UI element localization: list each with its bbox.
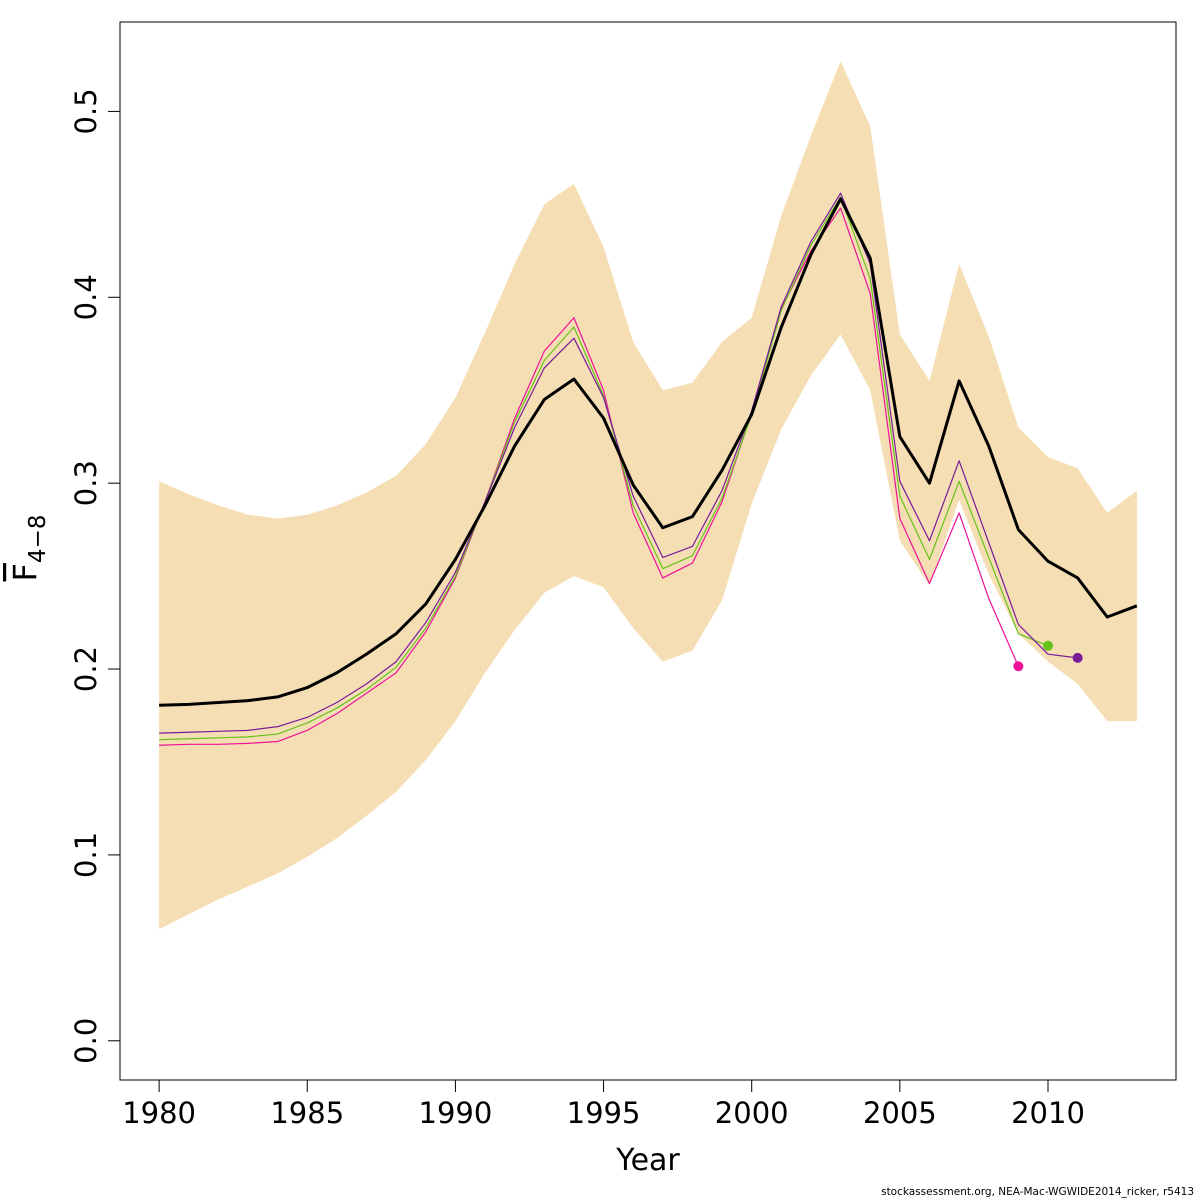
y-axis-label: F4−8 — [6, 515, 51, 582]
x-tick-label: 1990 — [419, 1096, 493, 1130]
y-axis-label-sub: 4−8 — [25, 515, 51, 564]
y-tick-label: 0.1 — [69, 832, 103, 878]
x-tick-label: 2010 — [1011, 1096, 1085, 1130]
series-line — [159, 207, 1019, 746]
series-line — [159, 197, 1138, 707]
x-tick-label: 2005 — [863, 1096, 937, 1130]
y-tick-label: 0.4 — [69, 274, 103, 320]
confidence-band — [159, 61, 1137, 930]
x-tick-label: 1985 — [270, 1096, 344, 1130]
series-line — [159, 196, 1049, 741]
y-tick-label: 0.5 — [69, 88, 103, 134]
x-tick-label: 1980 — [122, 1096, 196, 1130]
y-axis-label-main: F — [6, 563, 44, 581]
end-point — [1043, 640, 1053, 651]
y-tick-label: 0.3 — [69, 460, 103, 506]
y-tick-label: 0.2 — [69, 646, 103, 692]
y-tick-label: 0.0 — [69, 1018, 103, 1064]
x-tick-label: 2000 — [715, 1096, 789, 1130]
x-axis-label: Year — [615, 1143, 680, 1178]
end-point — [1013, 661, 1024, 672]
x-tick-label: 1995 — [567, 1096, 641, 1130]
footer: stockassessment.org, NEA-Mac-WGWIDE2014_… — [881, 1186, 1194, 1198]
series-line — [159, 192, 1078, 734]
end-point — [1072, 652, 1083, 663]
